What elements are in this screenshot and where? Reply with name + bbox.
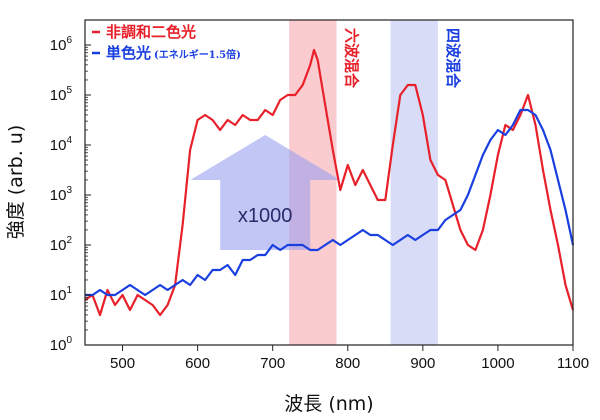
series-lines (84, 48, 575, 317)
y-tick-label: 106 (50, 35, 73, 54)
series-line-2 (85, 108, 575, 297)
y-tick-label: 105 (50, 85, 73, 104)
x-tick-label: 700 (260, 355, 285, 372)
mixing-bands: 六波混合 四波混合 (289, 20, 462, 345)
plot-frame (84, 19, 574, 346)
x1000-arrow: x1000 (190, 135, 341, 250)
x-tick-label: 1000 (481, 355, 514, 372)
legend-label-2: 単色光 (エネルギー1.5倍) (106, 44, 241, 62)
y-tick-label: 100 (50, 335, 73, 354)
x-axis-title: 波長 (nm) (284, 393, 373, 415)
x-axis-ticks: 500 600 700 800 900 1000 1100 (110, 345, 589, 372)
x-tick-label: 1100 (557, 355, 589, 372)
y-axis-title: 強度 (arb. u) (5, 125, 27, 240)
x-tick-label: 900 (410, 355, 435, 372)
y-tick-label: 104 (50, 135, 73, 154)
x-tick-label: 500 (110, 355, 135, 372)
band-label-1: 六波混合 (343, 28, 361, 89)
y-tick-label: 102 (50, 235, 73, 254)
legend-label-1: 非調和二色光 (106, 23, 196, 41)
y-tick-label: 103 (50, 185, 73, 204)
y-axis-ticks: 100 101 102 103 104 105 106 (50, 35, 91, 354)
arrow-shape (190, 135, 341, 250)
band-label-2: 四波混合 (444, 28, 462, 89)
series-line-1 (84, 48, 575, 317)
y-tick-label: 101 (50, 285, 73, 304)
band-2 (390, 20, 438, 345)
arrow-label: x1000 (238, 205, 293, 227)
x-tick-label: 800 (335, 355, 360, 372)
x-tick-label: 600 (185, 355, 210, 372)
